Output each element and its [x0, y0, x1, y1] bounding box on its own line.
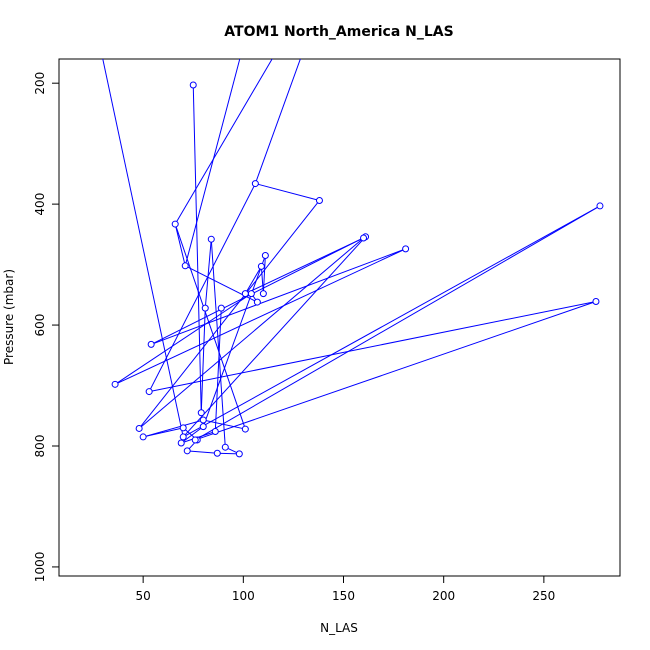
x-tick-label: 100 — [232, 589, 255, 603]
series-segment — [138, 200, 320, 429]
y-tick-label: 1000 — [33, 552, 47, 583]
data-point — [241, 290, 249, 298]
series-segment — [260, 266, 264, 294]
data-point — [181, 262, 189, 270]
data-point — [241, 425, 249, 433]
series-segment — [149, 300, 597, 393]
data-point — [145, 388, 153, 396]
series-segment — [114, 248, 406, 385]
series-segment — [148, 183, 256, 392]
series-segment — [194, 205, 601, 441]
data-point — [247, 290, 255, 298]
data-point — [179, 433, 187, 441]
data-point — [199, 423, 207, 431]
series-segment-offscale — [254, 59, 301, 184]
series-segment — [143, 419, 204, 438]
data-point — [147, 340, 155, 348]
data-point — [197, 409, 205, 417]
data-point — [360, 234, 368, 242]
y-tick-label: 600 — [33, 314, 47, 337]
chart-title: ATOM1 North_America N_LAS — [224, 24, 453, 40]
series-layer — [102, 59, 604, 458]
series-segment — [192, 84, 202, 413]
series-segment — [214, 308, 222, 432]
data-point — [315, 196, 323, 204]
data-point — [235, 450, 243, 458]
data-point — [217, 304, 225, 312]
series-segment — [262, 255, 266, 294]
y-tick-label: 400 — [33, 193, 47, 216]
data-point — [253, 298, 261, 306]
series-segment — [195, 301, 597, 441]
data-point — [259, 290, 267, 298]
series-segment-offscale — [184, 59, 241, 266]
series-segment — [182, 236, 366, 438]
data-point — [171, 220, 179, 228]
data-point — [402, 245, 410, 253]
series-segment-offscale — [102, 59, 184, 438]
data-point — [179, 424, 187, 432]
series-segment — [200, 308, 206, 413]
y-tick-label: 200 — [33, 72, 47, 95]
series-segment — [150, 236, 366, 345]
series-segment — [244, 266, 262, 294]
y-axis: 200 400 600 800 1000 — [33, 72, 60, 583]
data-point — [207, 235, 215, 243]
data-point — [189, 81, 197, 89]
series-segment — [182, 205, 601, 438]
data-point — [592, 297, 600, 305]
series-segment — [150, 248, 406, 345]
data-point — [111, 380, 119, 388]
x-tick-label: 50 — [136, 589, 151, 603]
series-segment — [114, 293, 252, 385]
data-point — [135, 424, 143, 432]
series-segment — [180, 426, 204, 444]
data-point — [191, 436, 199, 444]
x-axis-label: N_LAS — [320, 621, 358, 635]
data-point — [251, 180, 259, 188]
data-point — [177, 439, 185, 447]
data-point — [139, 433, 147, 441]
x-axis: 50 100 150 200 250 — [136, 575, 555, 603]
data-point — [183, 447, 191, 455]
y-tick-label: 800 — [33, 435, 47, 458]
series-segment — [174, 223, 186, 266]
series-segment — [217, 452, 240, 455]
series-segment — [210, 239, 226, 448]
x-tick-label: 250 — [532, 589, 555, 603]
series-segment — [204, 239, 212, 309]
data-point — [213, 449, 221, 457]
x-tick-label: 200 — [432, 589, 455, 603]
data-point — [257, 262, 265, 270]
data-point — [211, 427, 219, 435]
series-segment-offscale — [174, 59, 273, 225]
plot-frame — [58, 58, 621, 577]
series-segment — [187, 450, 218, 454]
y-axis-label: Pressure (mbar) — [2, 269, 16, 365]
series-segment — [202, 255, 266, 427]
series-segment — [255, 183, 320, 201]
series-segment — [245, 237, 364, 295]
data-point — [199, 416, 207, 424]
x-tick-label: 150 — [332, 589, 355, 603]
data-point — [201, 304, 209, 312]
data-point — [596, 202, 604, 210]
data-point — [261, 252, 269, 260]
series-segment — [138, 237, 364, 429]
data-point — [221, 443, 229, 451]
